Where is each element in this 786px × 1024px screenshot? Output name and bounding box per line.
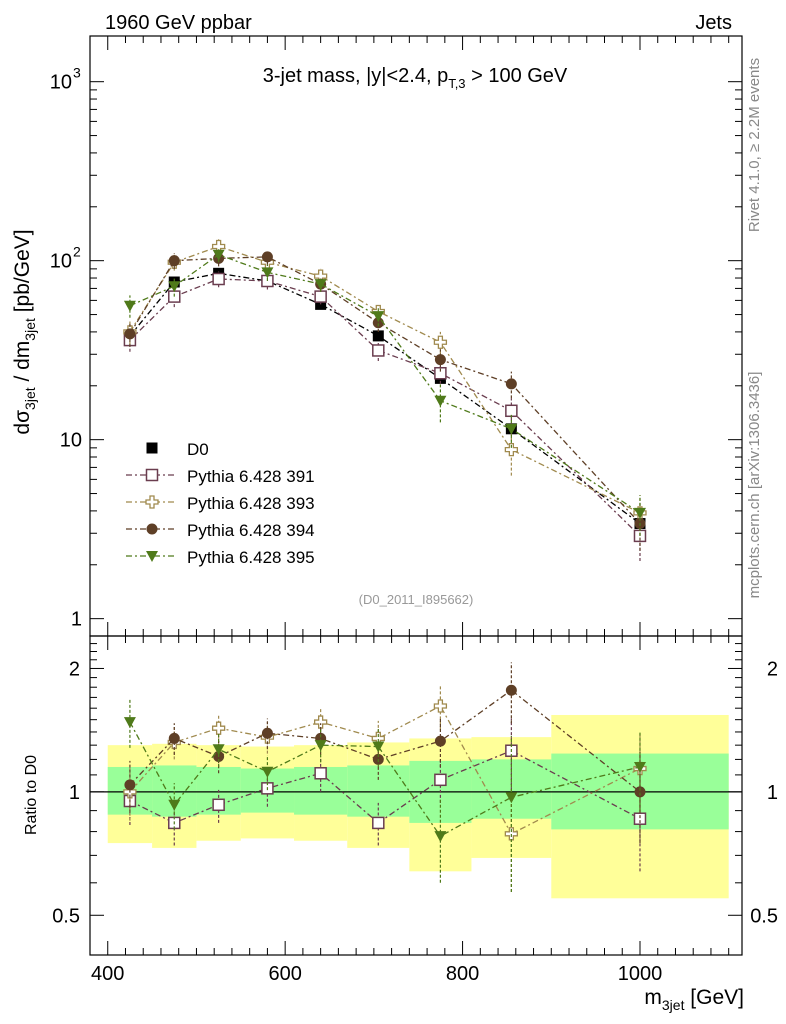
main-point-p393-6 (433, 335, 448, 349)
x-axis-label: m3jet [GeV] (644, 986, 744, 1013)
main-point-p391-7 (505, 404, 518, 418)
main-series-layer (123, 239, 647, 561)
main-point-p395-3 (261, 267, 274, 279)
main-point-p395-2 (212, 249, 225, 261)
legend-label-D0: D0 (187, 440, 209, 459)
ratio-point-p391-5 (372, 816, 385, 830)
y-tick-label-2: 10 (50, 251, 72, 273)
header-right: Jets (695, 12, 732, 34)
ratio-point-p395-1 (168, 799, 181, 811)
main-frame (89, 35, 743, 637)
ratio-y-tick-label-left-1: 1 (69, 782, 80, 804)
main-point-p394-1 (168, 255, 180, 267)
x-tick-label-2: 800 (446, 963, 479, 985)
main-point-p395-0 (123, 300, 136, 312)
main-point-p395-7 (505, 423, 518, 435)
x-tick-label-3: 1000 (618, 963, 663, 985)
y-tick-label-0: 1 (71, 609, 82, 631)
main-point-p394-7 (505, 378, 517, 390)
ratio-y-tick-label-left-0: 0.5 (52, 905, 80, 927)
main-line-p395 (129, 253, 641, 514)
ratio-point-p391-2 (212, 798, 225, 812)
legend-label-p395: Pythia 6.428 395 (187, 548, 315, 567)
main-point-p394-0 (124, 328, 136, 340)
ratio-point-p395-2 (212, 744, 225, 756)
ratio-point-p393-6 (433, 699, 448, 713)
main-point-p395-8 (633, 507, 646, 519)
legend-marker-p395 (146, 551, 158, 562)
ratio-point-p395-0 (123, 717, 136, 729)
ratio-point-p395-6 (434, 831, 447, 843)
ratio-y-axis-label: Ratio to D0 (23, 755, 40, 835)
legend-label-p391: Pythia 6.428 391 (187, 467, 315, 486)
main-line-D0 (129, 272, 641, 525)
ratio-line-p395 (129, 721, 641, 837)
main-line-p393 (129, 245, 641, 514)
legend-marker-p393 (145, 495, 159, 509)
uncertainty-bands (90, 714, 742, 899)
ratio-y-tick-label-right-0: 0.5 (750, 905, 778, 927)
x-tick-label-0: 400 (91, 963, 124, 985)
legend-marker-D0 (146, 442, 158, 454)
main-point-p395-5 (372, 311, 385, 323)
main-point-p394-6 (434, 354, 446, 366)
legend: D0 Pythia 6.428 391 Pythia 6.428 393 Pythia… (126, 440, 315, 567)
ratio-y-tick-label-left-2: 2 (69, 658, 80, 680)
ratio-y-tick-label-right-2: 2 (767, 658, 778, 680)
ratio-point-p395-8 (633, 761, 646, 773)
ratio-point-p394-3 (261, 727, 273, 739)
header-left: 1960 GeV ppbar (105, 12, 252, 34)
ratio-point-p391-4 (314, 767, 327, 780)
main-point-p391-2 (212, 272, 225, 286)
legend-marker-p391 (145, 468, 159, 482)
main-point-p393-7 (504, 442, 519, 457)
main-point-D0-5 (372, 330, 384, 342)
main-point-p391-6 (434, 366, 447, 380)
legend-label-p394: Pythia 6.428 394 (187, 521, 315, 540)
y-axis-label: dσ3jet / dm3jet [pb/GeV] (11, 229, 38, 434)
main-point-p395-4 (314, 279, 327, 291)
main-point-p394-3 (261, 251, 273, 263)
ratio-point-p394-0 (124, 779, 136, 791)
y-tick-exponent-3: 3 (73, 65, 81, 81)
x-tick-label-1: 600 (268, 963, 301, 985)
main-point-p394-5 (372, 317, 384, 329)
ratio-point-p394-7 (505, 684, 517, 696)
ratio-point-p394-8 (634, 786, 646, 798)
ratio-frame (89, 635, 743, 956)
ratio-point-p391-6 (434, 773, 447, 787)
rivet-version-label: Rivet 4.1.0, ≥ 2.2M events (746, 58, 763, 232)
main-point-p395-6 (434, 395, 447, 407)
legend-label-p393: Pythia 6.428 393 (187, 494, 315, 513)
mcplots-label: mcplots.cern.ch [arXiv:1306.3436] (746, 372, 763, 599)
ratio-point-p395-3 (261, 766, 274, 778)
ratio-point-p395-4 (314, 740, 327, 752)
ratio-point-p394-6 (434, 735, 446, 747)
ratio-point-p395-5 (372, 741, 385, 753)
main-point-p391-4 (314, 290, 327, 303)
main-point-p391-5 (372, 344, 385, 357)
ratio-point-p395-7 (505, 792, 518, 804)
y-tick-exponent-2: 2 (73, 244, 81, 260)
y-tick-label-1: 10 (60, 430, 82, 452)
ratio-point-p394-1 (168, 732, 180, 744)
y-tick-label-3: 10 (50, 72, 72, 94)
main-point-p395-1 (168, 281, 181, 293)
legend-marker-p394 (146, 523, 158, 535)
ratio-point-p391-8 (633, 812, 647, 825)
ratio-series-layer (123, 662, 647, 892)
analysis-watermark: (D0_2011_I895662) (359, 592, 474, 607)
chart-title: 3-jet mass, |y|<2.4, pT,3 > 100 GeV (263, 65, 568, 91)
ratio-point-p393-4 (313, 715, 328, 729)
ratio-point-p393-7 (504, 827, 519, 841)
ratio-y-tick-label-right-1: 1 (767, 782, 778, 804)
ratio-point-p393-2 (211, 721, 226, 735)
ratio-line-p391 (129, 750, 641, 824)
